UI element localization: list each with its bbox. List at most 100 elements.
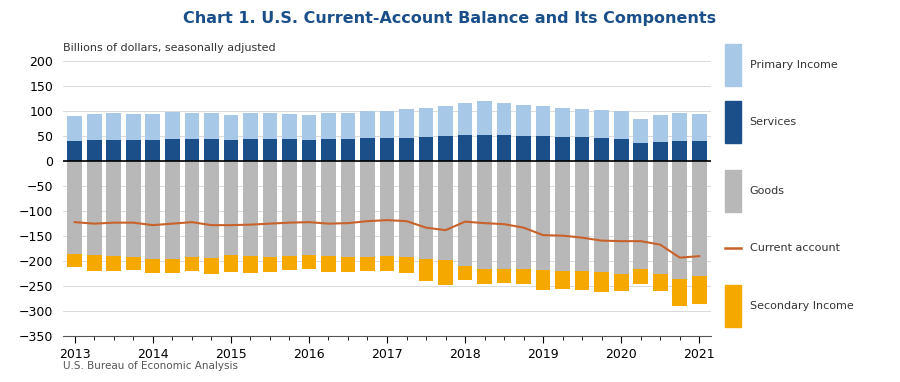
Bar bbox=[146, 140, 160, 161]
Bar bbox=[302, 161, 316, 255]
Bar bbox=[223, 255, 238, 272]
Bar bbox=[614, 274, 628, 291]
Bar bbox=[634, 119, 648, 143]
Bar bbox=[243, 139, 257, 161]
Bar bbox=[282, 114, 297, 139]
Bar bbox=[68, 161, 82, 254]
Bar bbox=[497, 161, 511, 269]
Bar bbox=[87, 140, 102, 161]
Bar bbox=[458, 161, 473, 266]
Bar bbox=[438, 161, 453, 260]
Bar bbox=[614, 111, 628, 139]
Bar bbox=[302, 115, 316, 140]
Bar bbox=[360, 138, 374, 161]
Bar bbox=[575, 137, 590, 161]
Bar bbox=[360, 111, 374, 138]
Bar bbox=[536, 161, 551, 270]
Bar bbox=[418, 259, 434, 281]
Bar bbox=[672, 161, 687, 278]
Bar bbox=[652, 161, 668, 274]
Bar bbox=[184, 113, 199, 139]
Bar bbox=[340, 257, 356, 272]
Bar bbox=[692, 113, 706, 141]
Bar bbox=[555, 108, 570, 137]
Bar bbox=[184, 257, 199, 271]
Text: Secondary Income: Secondary Income bbox=[750, 301, 853, 311]
Bar bbox=[555, 271, 570, 289]
Bar bbox=[126, 257, 140, 270]
Bar bbox=[400, 257, 414, 273]
Bar bbox=[223, 115, 238, 140]
Bar bbox=[282, 139, 297, 161]
Bar bbox=[634, 269, 648, 284]
Bar bbox=[555, 137, 570, 161]
Bar bbox=[438, 260, 453, 285]
Bar bbox=[497, 135, 511, 161]
Bar bbox=[165, 161, 180, 259]
Bar bbox=[400, 138, 414, 161]
Bar bbox=[477, 135, 492, 161]
Bar bbox=[106, 113, 122, 140]
Bar bbox=[575, 108, 590, 137]
Bar bbox=[146, 161, 160, 259]
Text: Goods: Goods bbox=[750, 186, 785, 196]
Bar bbox=[146, 114, 160, 140]
Bar bbox=[321, 113, 336, 139]
Bar bbox=[184, 161, 199, 257]
Bar bbox=[614, 139, 628, 161]
Text: Current account: Current account bbox=[750, 243, 840, 253]
Bar bbox=[106, 140, 122, 161]
Bar bbox=[672, 141, 687, 161]
Bar bbox=[652, 142, 668, 161]
Bar bbox=[204, 113, 219, 139]
Bar bbox=[672, 113, 687, 141]
Bar bbox=[652, 115, 668, 142]
Text: Chart 1. U.S. Current-Account Balance and Its Components: Chart 1. U.S. Current-Account Balance an… bbox=[184, 11, 716, 26]
Bar bbox=[223, 140, 238, 161]
Bar bbox=[634, 143, 648, 161]
Bar bbox=[87, 161, 102, 255]
Bar bbox=[204, 161, 219, 257]
Bar bbox=[652, 274, 668, 291]
Bar bbox=[380, 256, 394, 271]
Bar bbox=[87, 114, 102, 140]
Bar bbox=[575, 161, 590, 271]
Bar bbox=[672, 278, 687, 306]
Bar bbox=[223, 161, 238, 255]
Bar bbox=[68, 116, 82, 141]
Bar bbox=[321, 161, 336, 256]
Bar bbox=[692, 161, 706, 276]
Bar bbox=[126, 161, 140, 257]
Bar bbox=[438, 136, 453, 161]
Bar bbox=[380, 161, 394, 256]
Text: U.S. Bureau of Economic Analysis: U.S. Bureau of Economic Analysis bbox=[63, 361, 238, 371]
Text: Primary Income: Primary Income bbox=[750, 60, 838, 70]
Bar bbox=[243, 256, 257, 273]
Bar bbox=[614, 161, 628, 274]
Bar bbox=[360, 161, 374, 257]
Bar bbox=[340, 113, 356, 139]
Bar bbox=[458, 135, 473, 161]
Bar bbox=[340, 139, 356, 161]
Bar bbox=[458, 266, 473, 280]
Bar bbox=[517, 136, 531, 161]
Bar bbox=[204, 257, 219, 274]
Bar bbox=[106, 256, 122, 271]
Bar bbox=[477, 161, 492, 269]
Bar bbox=[68, 254, 82, 267]
Bar bbox=[458, 103, 473, 135]
Bar bbox=[517, 105, 531, 136]
Bar bbox=[126, 114, 140, 140]
Bar bbox=[263, 257, 277, 272]
Bar bbox=[204, 139, 219, 161]
Bar bbox=[594, 161, 609, 272]
Text: Services: Services bbox=[750, 117, 796, 127]
Bar bbox=[418, 137, 434, 161]
Bar bbox=[380, 138, 394, 161]
Bar bbox=[418, 108, 434, 137]
Bar bbox=[418, 161, 434, 259]
Bar bbox=[517, 161, 531, 269]
Text: Billions of dollars, seasonally adjusted: Billions of dollars, seasonally adjusted bbox=[63, 44, 275, 53]
Bar bbox=[282, 256, 297, 270]
Bar bbox=[477, 269, 492, 284]
